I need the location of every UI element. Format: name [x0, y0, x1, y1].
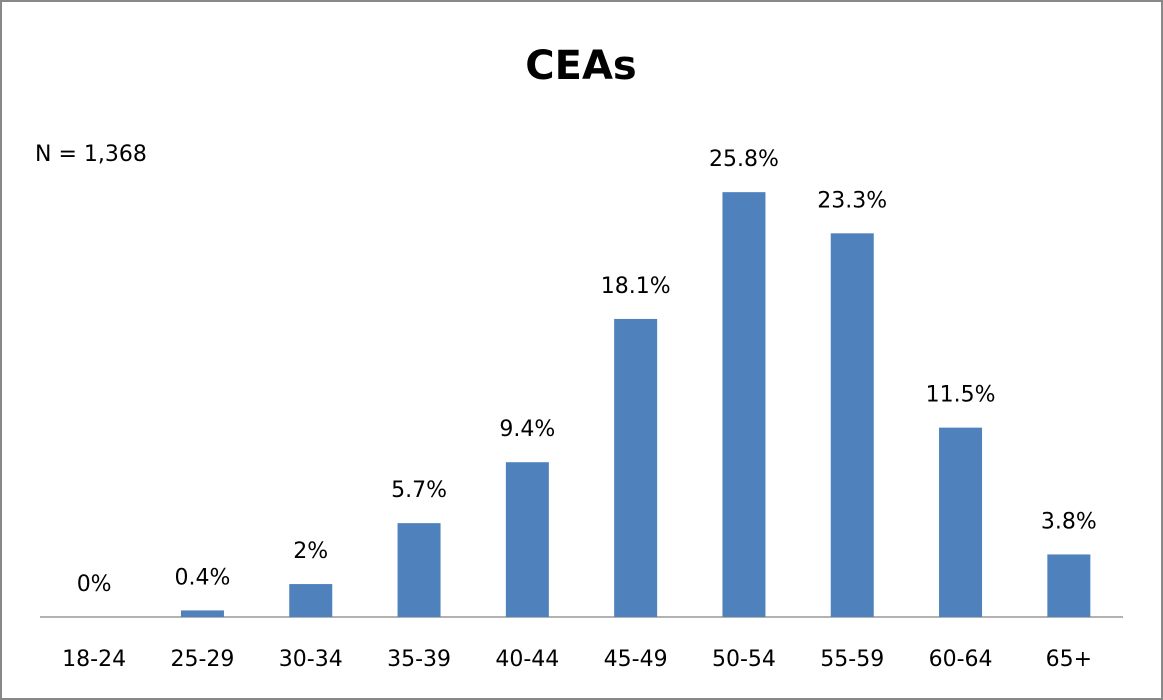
data-label: 25.8%: [709, 147, 779, 172]
annotation: N = 1,368: [35, 142, 147, 167]
data-label: 23.3%: [817, 188, 887, 213]
data-label: 2%: [293, 539, 328, 564]
data-label: 5.7%: [391, 478, 447, 503]
x-tick-label: 30-34: [279, 647, 343, 672]
x-tick-label: 65+: [1046, 647, 1092, 672]
x-tick-label: 18-24: [62, 647, 126, 672]
data-label: 3.8%: [1041, 509, 1097, 534]
bar: [614, 318, 658, 617]
data-label: 18.1%: [601, 274, 671, 299]
bar: [180, 610, 224, 617]
bar: [505, 462, 549, 617]
data-label: 9.4%: [499, 417, 555, 442]
bar: [939, 427, 983, 617]
x-tick-label: 35-39: [387, 647, 451, 672]
bar: [289, 584, 333, 617]
x-tick-label: 60-64: [929, 647, 993, 672]
x-tick-label: 45-49: [604, 647, 668, 672]
bar: [1047, 554, 1091, 617]
x-tick-label: 25-29: [170, 647, 234, 672]
x-tick-label: 55-59: [820, 647, 884, 672]
x-tick-label: 40-44: [495, 647, 559, 672]
data-label: 11.5%: [926, 383, 996, 408]
data-label: 0%: [77, 572, 112, 597]
data-label: 0.4%: [174, 565, 230, 590]
bar: [830, 233, 874, 617]
x-tick-label: 50-54: [712, 647, 776, 672]
chart-title: CEAs: [525, 43, 636, 89]
bar: [722, 192, 766, 617]
bar: [397, 523, 441, 617]
